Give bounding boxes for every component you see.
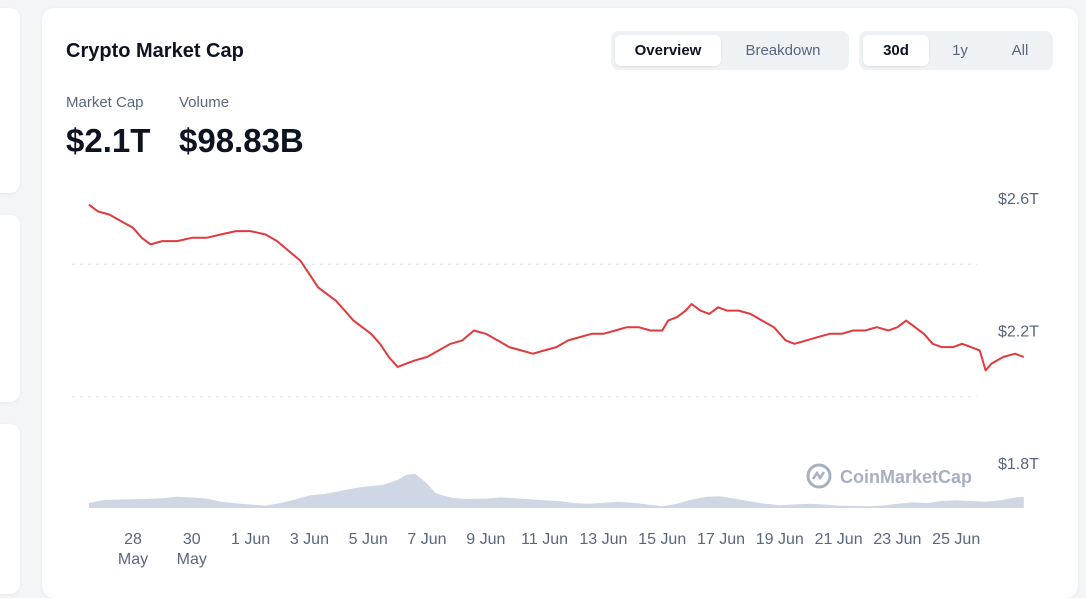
market-cap-chart: $2.6T $2.2T $1.8T 28 May 30 May 1 Jun 3 Jun 5 Ju… <box>72 191 1039 568</box>
x-tick-label: 21 Jun <box>815 531 863 548</box>
card-title: Crypto Market Cap <box>66 40 244 62</box>
y-tick-label: $2.6T <box>998 191 1039 208</box>
market-cap-line-group <box>88 203 1025 372</box>
market-cap-line <box>88 203 1025 372</box>
volume-area <box>88 473 1024 508</box>
tab-breakdown[interactable]: Breakdown <box>721 35 845 66</box>
x-tick-label: 30 <box>183 531 201 548</box>
x-tick-label: 25 Jun <box>932 531 980 548</box>
y-tick-label: $1.8T <box>998 456 1039 473</box>
coinmarketcap-watermark: CoinMarketCap <box>806 463 972 489</box>
view-toggle: Overview Breakdown <box>611 31 849 70</box>
volume-label: Volume <box>179 94 230 111</box>
x-tick-label-month: May <box>118 551 148 568</box>
coinmarketcap-logo-icon-wave <box>811 470 826 481</box>
market-cap-card: Crypto Market Cap Overview Breakdown 30d… <box>42 8 1078 598</box>
market-cap-label: Market Cap <box>66 94 144 111</box>
chart-grid <box>72 263 977 398</box>
tab-range-30d[interactable]: 30d <box>863 35 929 66</box>
x-tick-label: 17 Jun <box>697 531 745 548</box>
x-tick-label: 19 Jun <box>756 531 804 548</box>
side-card-bottom <box>0 424 20 594</box>
x-axis-labels: 28 May 30 May 1 Jun 3 Jun 5 Jun 7 Jun 9 Jun 11 Ju… <box>118 531 980 568</box>
x-tick-label: 23 Jun <box>873 531 921 548</box>
side-card-top <box>0 8 20 193</box>
y-tick-label: $2.2T <box>998 324 1039 341</box>
x-tick-label: 28 <box>124 531 142 548</box>
x-tick-label-month: May <box>177 551 207 568</box>
tab-range-1y[interactable]: 1y <box>929 35 991 66</box>
volume-value: $98.83B <box>179 122 304 159</box>
coinmarketcap-logo-icon <box>806 463 832 489</box>
x-tick-label: 9 Jun <box>466 531 505 548</box>
x-tick-label: 11 Jun <box>521 531 568 548</box>
x-tick-label: 5 Jun <box>349 531 388 548</box>
x-tick-label: 13 Jun <box>579 531 627 548</box>
y-axis-labels: $2.6T $2.2T $1.8T <box>998 191 1039 473</box>
x-tick-label: 7 Jun <box>407 531 446 548</box>
watermark-text: CoinMarketCap <box>840 467 972 487</box>
volume-area-group <box>88 473 1024 508</box>
range-toggle: 30d 1y All <box>859 31 1053 70</box>
tab-range-all[interactable]: All <box>991 35 1049 66</box>
x-tick-label: 3 Jun <box>290 531 329 548</box>
x-tick-label: 1 Jun <box>231 531 270 548</box>
market-cap-value: $2.1T <box>66 122 151 159</box>
tab-overview[interactable]: Overview <box>615 35 721 66</box>
side-card-middle <box>0 215 20 402</box>
x-tick-label: 15 Jun <box>638 531 686 548</box>
